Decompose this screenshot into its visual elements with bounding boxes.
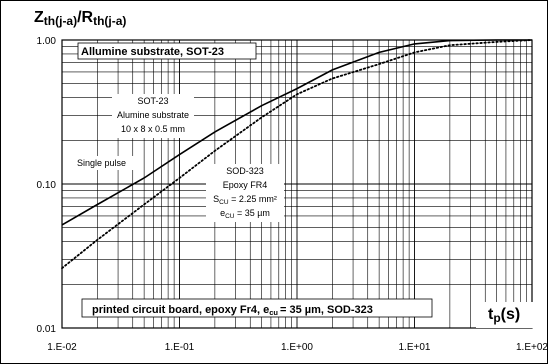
- series-sod-323: [61, 39, 533, 270]
- y-title-sep: /R: [77, 9, 94, 26]
- sot23-label-bg: [112, 94, 194, 138]
- single-pulse-label: Single pulse: [77, 158, 126, 168]
- sod323-label-line2: Epoxy FR4: [223, 180, 268, 190]
- top-box: [77, 42, 257, 60]
- y-title-main: Z: [34, 9, 44, 26]
- sod323-label-bg: [206, 164, 284, 222]
- tick-labels: 1.E-02 1.E-01 1.E+00 1.E+01 1.E+02 1.00 0.10 0.…: [37, 36, 548, 353]
- x-tick-label: 1.E+02: [516, 342, 548, 353]
- x-title-unit: (s): [500, 306, 521, 323]
- sod323-label-line3: SCU = 2.25 mm²: [213, 194, 277, 206]
- sod323-label-line4: eCU = 35 µm: [220, 208, 270, 220]
- x-title-main: t: [488, 306, 494, 323]
- bottom-box-text: printed circuit board, epoxy Fr4, ecu = 3…: [92, 304, 373, 317]
- x-axis-title: tp(s): [488, 306, 520, 325]
- y-axis-title: Zth(j-a)/Rth(j-a): [34, 9, 126, 28]
- y-title-sub2: th(j-a): [93, 14, 127, 28]
- top-box-text: Allumine substrate, SOT-23: [81, 46, 224, 58]
- x-tick-label: 1.E+00: [281, 342, 313, 353]
- plot-border: [61, 39, 533, 329]
- sod323-label-line1: SOD-323: [226, 166, 264, 176]
- x-axis-title-bg: [476, 302, 534, 328]
- sot23-label-line3: 10 x 8 x 0.5 mm: [121, 124, 185, 134]
- x-tick-label: 1.E+01: [399, 342, 431, 353]
- x-tick-label: 1.E-01: [165, 342, 195, 353]
- x-tick-label: 1.E-02: [47, 342, 77, 353]
- sot23-label-line2: Alumine substrate: [117, 110, 189, 120]
- sot23-label-line1: SOT-23: [137, 96, 168, 106]
- y-tick-label: 0.01: [37, 324, 57, 335]
- y-tick-label: 0.10: [37, 180, 57, 191]
- bottom-box: [81, 298, 433, 318]
- x-title-sub: p: [493, 311, 501, 325]
- y-title-sub1: th(j-a): [43, 14, 78, 28]
- y-tick-label: 1.00: [37, 36, 57, 47]
- grid: [62, 40, 532, 328]
- single-pulse-bg: [74, 156, 140, 170]
